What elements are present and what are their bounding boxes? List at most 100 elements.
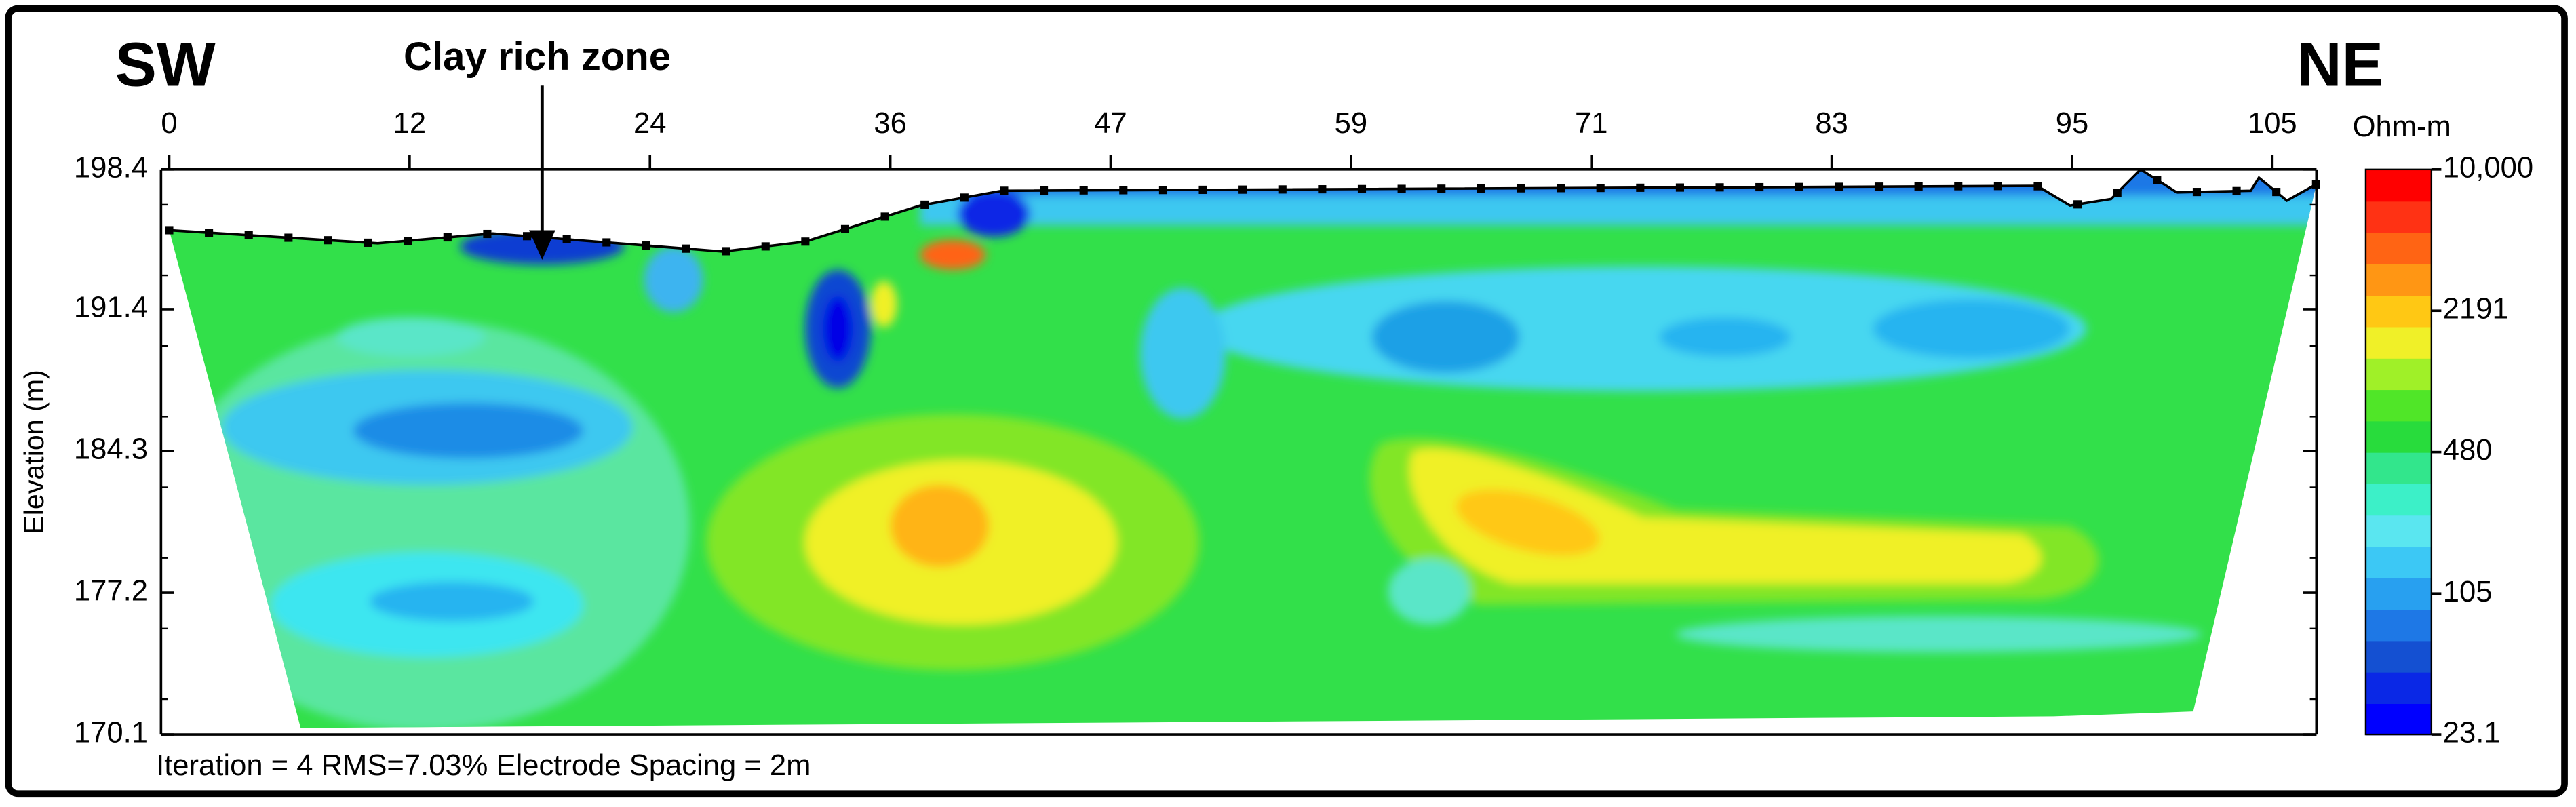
electrode bbox=[364, 238, 372, 247]
electrode bbox=[1158, 186, 1167, 195]
colorbar-step bbox=[2365, 389, 2432, 422]
electrode bbox=[284, 233, 293, 242]
electrode bbox=[324, 236, 333, 245]
electrode bbox=[1795, 182, 1803, 191]
colorbar-step bbox=[2365, 483, 2432, 516]
electrode bbox=[2153, 176, 2162, 184]
electrode bbox=[960, 193, 969, 202]
colorbar-step bbox=[2365, 577, 2432, 610]
electrode bbox=[1715, 183, 1724, 192]
electrode bbox=[2232, 186, 2241, 195]
colorbar-step bbox=[2365, 671, 2432, 704]
resistivity-section bbox=[169, 169, 2317, 728]
electrode bbox=[2192, 188, 2202, 197]
electrode bbox=[880, 212, 889, 221]
electrode bbox=[1557, 184, 1565, 193]
colorbar-step bbox=[2365, 232, 2432, 264]
y-tick-label: 184.3 bbox=[74, 433, 148, 465]
colorbar-tick-label: 2191 bbox=[2443, 293, 2509, 326]
electrode bbox=[1477, 184, 1485, 193]
electrode bbox=[1596, 184, 1605, 193]
electrode bbox=[761, 242, 770, 251]
electrode bbox=[920, 200, 929, 209]
colorbar-label: Ohm-m bbox=[2353, 111, 2451, 143]
colorbar-step bbox=[2365, 420, 2432, 453]
colorbar-step bbox=[2365, 326, 2432, 359]
electrode bbox=[1993, 182, 2002, 191]
colorbar-step bbox=[2365, 201, 2432, 233]
x-tick-label: 0 bbox=[161, 107, 177, 140]
x-tick-label: 59 bbox=[1335, 107, 1367, 140]
electrode bbox=[2113, 189, 2122, 197]
electrode bbox=[1238, 185, 1247, 194]
electrode bbox=[1000, 186, 1009, 195]
sw-label: SW bbox=[115, 29, 216, 99]
electrode bbox=[840, 224, 850, 233]
electrode bbox=[682, 244, 690, 253]
colorbar-step bbox=[2365, 452, 2432, 484]
y-axis-label: Elevation (m) bbox=[18, 370, 50, 534]
electrode bbox=[165, 226, 174, 235]
electrode bbox=[205, 229, 214, 237]
colorbar-tick-label: 105 bbox=[2443, 576, 2493, 608]
x-tick-label: 36 bbox=[874, 107, 906, 140]
x-tick-label: 95 bbox=[2056, 107, 2088, 140]
electrode bbox=[1874, 182, 1884, 191]
y-tick-label: 198.4 bbox=[74, 151, 148, 184]
colorbar-step bbox=[2365, 703, 2432, 736]
electrodes bbox=[165, 176, 2320, 256]
colorbar-step bbox=[2365, 263, 2432, 296]
colorbar-step bbox=[2365, 357, 2432, 391]
electrode bbox=[1954, 182, 1963, 191]
electrode bbox=[1636, 183, 1645, 192]
x-tick-label: 12 bbox=[393, 107, 426, 140]
colorbar-tick-label: 10,000 bbox=[2443, 151, 2533, 184]
electrode bbox=[1278, 185, 1287, 194]
electrode bbox=[562, 235, 571, 243]
x-tick-label: 83 bbox=[1815, 107, 1848, 140]
colorbar-tick-label: 23.1 bbox=[2443, 717, 2501, 749]
colorbar-step bbox=[2365, 640, 2432, 673]
electrode bbox=[1675, 183, 1684, 192]
x-tick-label: 24 bbox=[633, 107, 666, 140]
electrode bbox=[1119, 186, 1128, 195]
electrode bbox=[443, 233, 452, 242]
colorbar-step bbox=[2365, 169, 2432, 202]
electrode bbox=[801, 237, 810, 246]
annotation-arrowhead bbox=[528, 230, 555, 260]
electrode bbox=[1437, 184, 1446, 193]
electrode bbox=[1397, 184, 1406, 193]
colorbar-step bbox=[2365, 295, 2432, 328]
electrode bbox=[1357, 184, 1367, 193]
ne-label: NE bbox=[2297, 29, 2383, 99]
electrode bbox=[722, 247, 730, 256]
colorbar-step bbox=[2365, 546, 2432, 578]
electrode bbox=[404, 237, 412, 245]
y-tick-label: 177.2 bbox=[74, 575, 148, 608]
electrode bbox=[1079, 186, 1088, 195]
electrode bbox=[522, 232, 532, 241]
x-tick-label: 71 bbox=[1575, 107, 1607, 140]
electrode bbox=[1040, 186, 1049, 195]
x-tick-label: 105 bbox=[2248, 107, 2297, 140]
electrode bbox=[1318, 185, 1327, 194]
x-tick-label: 47 bbox=[1094, 107, 1127, 140]
y-tick-label: 191.4 bbox=[74, 291, 148, 323]
electrode bbox=[2272, 188, 2281, 197]
electrode bbox=[1835, 182, 1843, 191]
colorbar bbox=[2365, 169, 2432, 736]
electrode bbox=[1755, 182, 1764, 192]
footer: Iteration = 4 RMS=7.03% Electrode Spacin… bbox=[156, 749, 811, 782]
electrode bbox=[1914, 182, 1923, 191]
electrode bbox=[483, 229, 492, 239]
electrode bbox=[602, 238, 611, 247]
electrode bbox=[2073, 200, 2082, 209]
colorbar-tick-label: 480 bbox=[2443, 434, 2493, 467]
annotation: Clay rich zone bbox=[404, 35, 671, 79]
electrode bbox=[642, 241, 650, 250]
electrode bbox=[1517, 184, 1525, 193]
electrode bbox=[244, 231, 253, 239]
y-tick-label: 170.1 bbox=[74, 717, 148, 749]
colorbar-step bbox=[2365, 608, 2432, 642]
